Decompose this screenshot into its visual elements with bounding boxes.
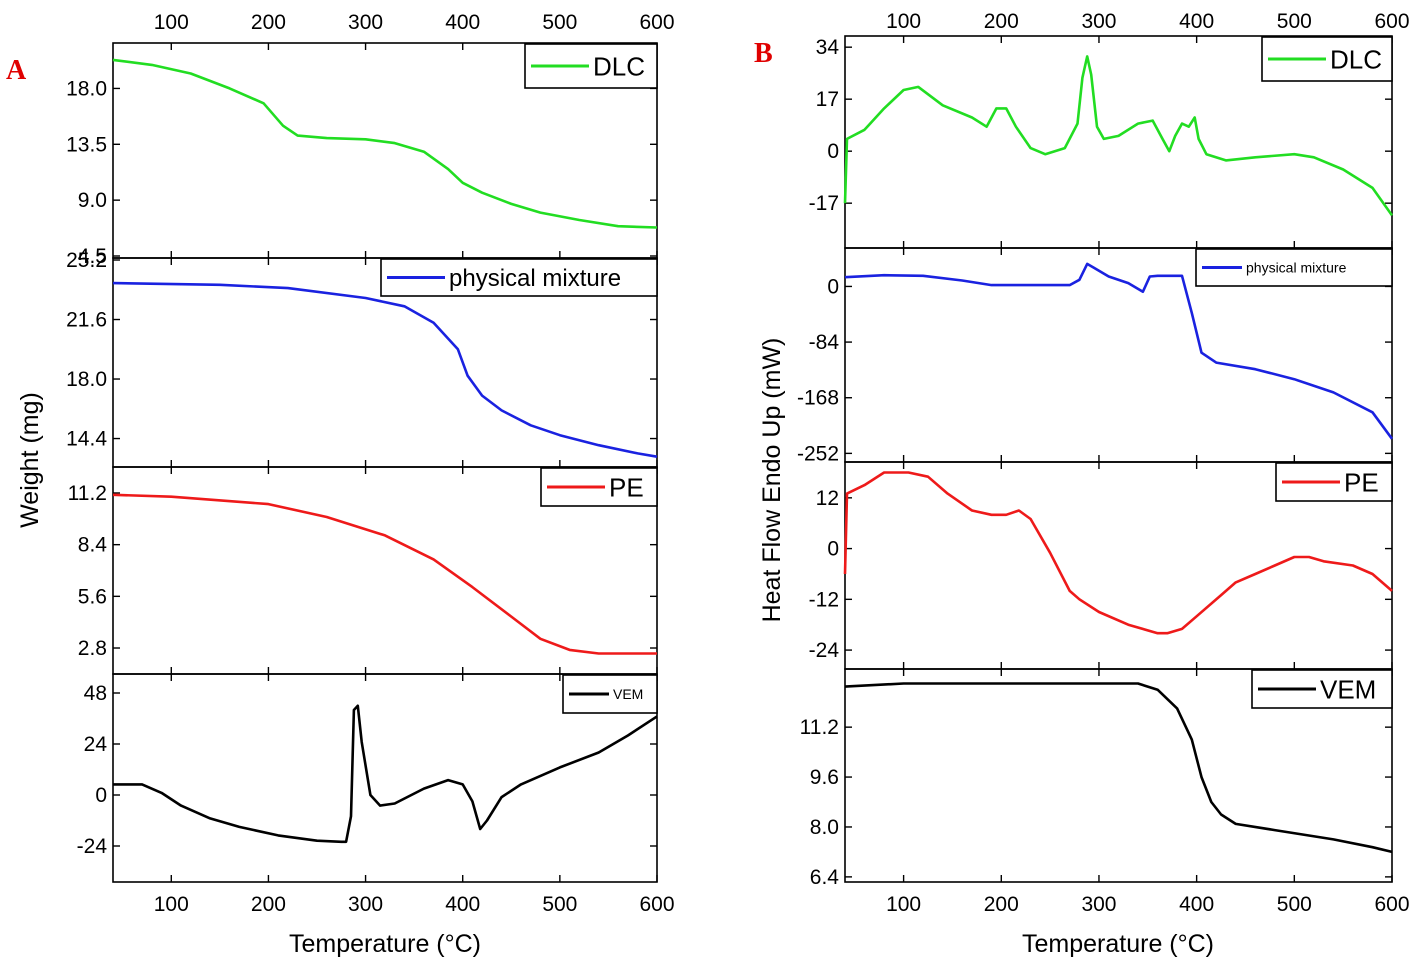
y-tick-label: 24 xyxy=(84,733,108,756)
y-tick-label: 2.8 xyxy=(78,637,107,660)
x-tick-label: 100 xyxy=(154,893,189,916)
series-line-physical-mixture xyxy=(112,281,658,458)
series-line-vem xyxy=(113,704,658,844)
y-tick-label: 48 xyxy=(84,682,107,705)
x-tick-label-top: 600 xyxy=(639,11,674,34)
x-tick-label-top: 600 xyxy=(1374,10,1409,33)
y-tick-label: 0 xyxy=(827,140,839,163)
x-tick-label: 200 xyxy=(984,893,1019,916)
y-tick-label: 4.5 xyxy=(78,245,107,268)
x-tick-label-top: 200 xyxy=(984,10,1019,33)
x-tick-label-top: 100 xyxy=(154,11,189,34)
y-tick-label: -84 xyxy=(809,331,840,354)
panel-3: 2.8 5.6 8.4 11.2 PE xyxy=(68,466,658,675)
x-tick-label: 100 xyxy=(886,893,921,916)
series-line-dlc xyxy=(843,55,1394,217)
panel-letter: B xyxy=(754,38,773,69)
x-tick-label: 600 xyxy=(1374,893,1409,916)
panel-2: 14.4 18.0 21.6 25.2 physical mixture xyxy=(66,249,658,468)
y-tick-label: 9.6 xyxy=(810,766,839,789)
x-tick-label-top: 500 xyxy=(1277,10,1312,33)
chart-b: B -17 0 17 34 DLC -252 -168 -84 0 physical mixture… xyxy=(754,10,1410,958)
legend-label: VEM xyxy=(613,686,643,702)
y-tick-label: -168 xyxy=(797,387,839,410)
panel-1: -17 0 17 34 DLC xyxy=(809,35,1394,249)
series-line-dlc xyxy=(112,58,658,229)
legend: DLC xyxy=(524,43,658,89)
panel-frame xyxy=(844,668,1393,883)
series-line-pe xyxy=(112,493,657,655)
x-tick-label: 400 xyxy=(445,893,480,916)
y-tick-label: 13.5 xyxy=(66,133,107,156)
legend: physical mixture xyxy=(380,258,658,297)
legend: physical mixture xyxy=(1195,248,1393,287)
panel-frame xyxy=(112,673,658,883)
panel-4: -24 0 24 48 VEM xyxy=(77,673,658,883)
y-axis-title: Weight (mg) xyxy=(16,392,44,528)
x-tick-label-top: 500 xyxy=(542,11,577,34)
x-tick-label: 500 xyxy=(542,893,577,916)
legend: DLC xyxy=(1261,36,1393,82)
legend-label: VEM xyxy=(1320,674,1376,704)
y-tick-label: 11.2 xyxy=(800,716,839,739)
y-tick-label: 18.0 xyxy=(66,77,107,100)
panel-2: -252 -168 -84 0 physical mixture xyxy=(797,247,1394,465)
x-tick-label: 300 xyxy=(1081,893,1116,916)
y-tick-label: -17 xyxy=(809,192,839,215)
x-tick-label-top: 300 xyxy=(1081,10,1116,33)
y-tick-label: -24 xyxy=(809,639,840,662)
legend-label: physical mixture xyxy=(449,265,621,292)
x-axis-title: Temperature (°C) xyxy=(289,930,481,958)
y-tick-label: -252 xyxy=(797,442,839,465)
y-tick-label: -12 xyxy=(809,588,839,611)
y-axis-title: Heat Flow Endo Up (mW) xyxy=(758,338,786,623)
x-tick-label-top: 400 xyxy=(445,11,480,34)
y-tick-label: 6.4 xyxy=(810,866,840,889)
x-tick-label-top: 200 xyxy=(251,11,286,34)
y-tick-label: 21.6 xyxy=(66,309,107,332)
series-line-vem xyxy=(844,682,1393,854)
x-tick-label-top: 100 xyxy=(886,10,921,33)
y-tick-label: 8.4 xyxy=(78,534,108,557)
y-tick-label: -24 xyxy=(77,835,108,858)
y-tick-label: 17 xyxy=(816,88,839,111)
legend-label: DLC xyxy=(1330,44,1382,74)
x-tick-label-top: 300 xyxy=(348,11,383,34)
y-tick-label: 8.0 xyxy=(810,816,839,839)
y-tick-label: 14.4 xyxy=(66,428,107,451)
x-tick-label: 200 xyxy=(251,893,286,916)
panel-1: 4.5 9.0 13.5 18.0 DLC xyxy=(66,42,658,268)
legend-label: PE xyxy=(609,472,644,502)
y-tick-label: 11.2 xyxy=(68,482,107,505)
legend: VEM xyxy=(562,674,658,714)
chart-a: A 4.5 9.0 13.5 18.0 DLC 14.4 18.0 21.6 25.2 physic… xyxy=(6,11,675,958)
y-tick-label: 9.0 xyxy=(78,189,107,212)
y-tick-label: 12 xyxy=(816,487,839,510)
y-tick-label: 5.6 xyxy=(78,585,107,608)
series-line-physical-mixture xyxy=(844,262,1394,440)
series-line-pe xyxy=(843,471,1393,635)
x-tick-label: 500 xyxy=(1277,893,1312,916)
legend: VEM xyxy=(1251,669,1393,709)
legend-label: physical mixture xyxy=(1246,260,1347,276)
legend: PE xyxy=(540,467,658,507)
y-tick-label: 18.0 xyxy=(66,368,107,391)
x-tick-label-top: 400 xyxy=(1179,10,1214,33)
x-axis-title: Temperature (°C) xyxy=(1022,930,1214,958)
panel-3: -24 -12 0 12 PE xyxy=(809,461,1393,670)
legend-label: PE xyxy=(1344,467,1379,497)
legend-label: DLC xyxy=(593,51,645,81)
legend: PE xyxy=(1275,462,1393,502)
x-tick-label: 300 xyxy=(348,893,383,916)
y-tick-label: 25.2 xyxy=(66,249,107,272)
panel-4: 6.4 8.0 9.6 11.2 VEM xyxy=(800,668,1393,889)
y-tick-label: 0 xyxy=(827,275,839,298)
y-tick-label: 0 xyxy=(827,538,839,561)
panel-letter: A xyxy=(6,55,27,86)
x-tick-label: 400 xyxy=(1179,893,1214,916)
y-tick-label: 34 xyxy=(816,36,840,59)
x-tick-label: 600 xyxy=(639,893,674,916)
y-tick-label: 0 xyxy=(95,784,107,807)
